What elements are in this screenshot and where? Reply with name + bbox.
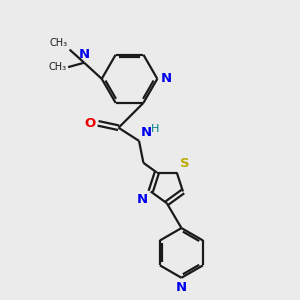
Text: N: N [79,48,90,61]
Text: CH₃: CH₃ [50,38,68,48]
Text: N: N [161,72,172,85]
Text: N: N [176,281,187,294]
Text: N: N [136,193,148,206]
Text: CH₃: CH₃ [49,62,67,72]
Text: S: S [180,157,190,170]
Text: H: H [151,124,160,134]
Text: N: N [140,126,152,140]
Text: O: O [84,117,95,130]
